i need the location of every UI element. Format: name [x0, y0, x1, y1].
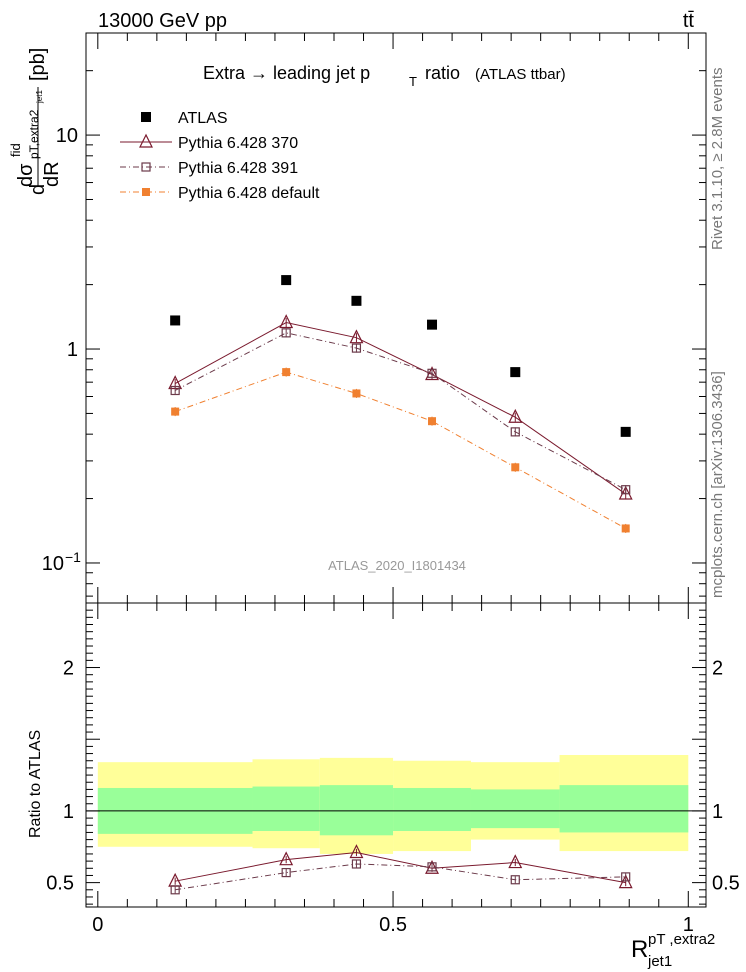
x-tick-label: 1 — [683, 914, 694, 936]
ratio-point-0 — [279, 851, 294, 866]
series-point-0 — [620, 426, 631, 437]
xlabel-sub: jet1 — [647, 953, 672, 970]
ratio-frame — [85, 602, 707, 908]
legend-marker — [141, 112, 151, 122]
main-y-tick-label: 1 — [67, 339, 78, 361]
title-subscript: T — [409, 74, 417, 89]
series-point-2 — [351, 343, 362, 353]
series-point-0 — [351, 295, 362, 306]
main-y-tick-label: 10 — [56, 125, 78, 147]
xlabel-sup: pT ,extra2 — [648, 931, 715, 948]
series-line-2 — [174, 332, 626, 491]
ylabel-dR: dR — [41, 161, 63, 187]
ylabel-pt: pT,extra2 — [27, 109, 41, 159]
title-tail: ratio — [425, 63, 460, 83]
ratio-point-1 — [510, 875, 520, 885]
series-point-3 — [511, 463, 520, 472]
ylabel-unit: [pb] — [27, 48, 49, 81]
ratio-y-tick-label: 0.5 — [46, 873, 74, 895]
ratio-plot: 0 0.5 1 2 2 1 1 0.5 0.5 — [46, 602, 740, 936]
legend-marker — [139, 133, 153, 148]
ratio-y-tick-label-right: 2 — [712, 658, 723, 680]
series-point-2 — [281, 328, 291, 338]
ratio-line-0 — [175, 852, 626, 884]
band-inner — [252, 786, 320, 831]
ratio-y-tick-label-right: 0.5 — [712, 873, 740, 895]
ratio-point-1 — [427, 862, 437, 872]
ratio-y-tick-label: 1 — [63, 801, 74, 823]
ylabel-dsigma: dσ — [15, 163, 37, 187]
x-tick-label: 0.5 — [379, 914, 407, 936]
series-line-3 — [174, 371, 626, 529]
mcplots-label: mcplots.cern.ch [arXiv:1306.3436] — [709, 371, 726, 598]
legend-label: Pythia 6.428 391 — [178, 160, 298, 177]
series-point-1 — [425, 366, 439, 381]
x-axis-label: R pT ,extra2 jet1 — [631, 931, 715, 970]
series-point-3 — [428, 417, 437, 426]
legend: ATLAS Pythia 6.428 370 Pythia 6.428 391 Pyt… — [120, 110, 320, 202]
main-y-tick-exponent: −1 — [65, 549, 81, 565]
series-point-0 — [281, 275, 292, 286]
legend-marker — [142, 188, 150, 196]
band-inner — [319, 785, 394, 836]
rivet-label: Rivet 3.1.10, ≥ 2.8M events — [709, 68, 726, 251]
series-point-1 — [508, 408, 523, 423]
series-point-3 — [621, 524, 630, 533]
series-point-3 — [282, 368, 291, 377]
ylabel-jet: jet1 — [35, 90, 44, 104]
ylabel-fid: fid — [8, 143, 23, 157]
ratio-point-0 — [508, 854, 523, 869]
ratio-y-tick-label: 2 — [63, 658, 74, 680]
ratio-point-1 — [621, 872, 631, 882]
series-point-2 — [621, 485, 631, 495]
x-tick-label: 0 — [92, 914, 103, 936]
series-point-0 — [427, 319, 438, 330]
ratio-y-axis-label: Ratio to ATLAS — [27, 730, 44, 838]
ratio-point-1 — [281, 867, 291, 878]
process-label: tt̄ — [683, 10, 695, 32]
ratio-point-1 — [351, 859, 362, 869]
ratio-point-1 — [170, 885, 180, 895]
series-point-3 — [352, 389, 361, 398]
main-y-tick-label: 10 — [42, 553, 64, 575]
series-point-3 — [171, 407, 180, 416]
series-line-1 — [174, 322, 626, 495]
band-inner — [470, 789, 560, 829]
series-point-2 — [427, 368, 437, 378]
series-point-0 — [510, 367, 521, 378]
ratio-y-tick-label-right: 1 — [712, 801, 723, 823]
ratio-line-1 — [175, 863, 626, 891]
series-point-1 — [279, 314, 294, 329]
ratio-point-0 — [618, 874, 633, 889]
analysis-watermark: ATLAS_2020_I1801434 — [328, 558, 466, 573]
legend-label: Pythia 6.428 default — [178, 185, 320, 202]
legend-marker — [141, 162, 151, 172]
title-main: Extra → leading jet p — [203, 63, 370, 83]
series-point-1 — [618, 485, 633, 500]
ratio-point-0 — [349, 844, 364, 859]
legend-label: ATLAS — [178, 110, 228, 127]
band-inner — [393, 787, 471, 831]
band-inner — [559, 785, 689, 833]
title-small: (ATLAS ttbar) — [475, 66, 566, 83]
series-point-2 — [510, 427, 520, 437]
series-point-2 — [170, 385, 180, 396]
series-point-0 — [170, 315, 181, 326]
xlabel-R: R — [631, 936, 648, 963]
beam-label: 13000 GeV pp — [98, 10, 227, 32]
series-point-1 — [349, 329, 364, 344]
legend-label: Pythia 6.428 370 — [178, 135, 298, 152]
ylabel-d: d — [27, 184, 49, 195]
chart-title: Extra → leading jet p T ratio (ATLAS ttb… — [203, 63, 566, 89]
main-y-axis-label: d dσ fid pT,extra2 jet1 dR [pb] — [8, 48, 63, 195]
